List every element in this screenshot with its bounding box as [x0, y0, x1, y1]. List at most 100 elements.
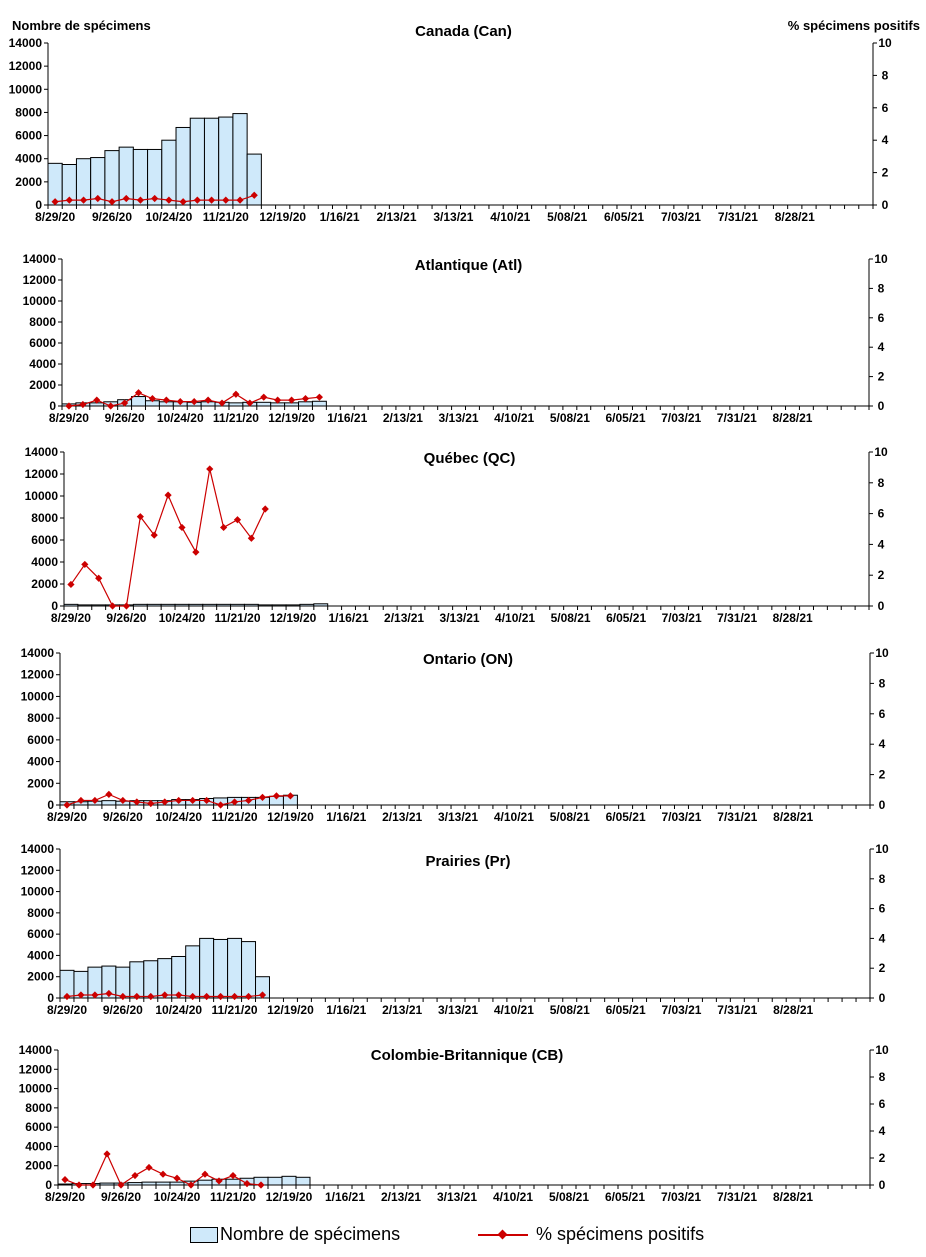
- percent-marker: [204, 396, 212, 404]
- percent-marker: [175, 991, 183, 999]
- percent-marker: [250, 191, 258, 199]
- x-tick-label: 3/13/21: [439, 411, 479, 425]
- x-tick-label: 8/28/21: [772, 411, 812, 425]
- left-tick-label: 2000: [31, 577, 58, 591]
- percent-marker: [93, 396, 101, 404]
- x-tick-label: 8/28/21: [773, 810, 813, 824]
- x-tick-label: 7/03/21: [661, 810, 701, 824]
- percent-marker: [65, 196, 73, 204]
- left-tick-label: 10000: [21, 689, 55, 703]
- x-tick-label: 7/31/21: [717, 810, 757, 824]
- percent-marker: [150, 531, 158, 539]
- bar: [175, 126, 191, 206]
- percent-marker: [165, 196, 173, 204]
- x-tick-label: 2/13/21: [384, 611, 424, 625]
- percent-marker: [94, 194, 102, 203]
- right-tick-label: 4: [878, 340, 885, 354]
- left-tick-label: 6000: [27, 927, 54, 941]
- x-tick-label: 11/21/20: [212, 810, 258, 824]
- right-tick-label: 2: [879, 768, 886, 782]
- left-tick-label: 10000: [19, 1082, 53, 1096]
- x-tick-label: 6/05/21: [606, 1003, 646, 1017]
- left-tick-label: 10000: [21, 885, 55, 899]
- bar: [295, 1176, 311, 1186]
- percent-marker: [107, 402, 115, 410]
- right-tick-label: 0: [878, 599, 885, 613]
- percent-marker: [222, 196, 230, 204]
- left-tick-label: 2000: [25, 1159, 52, 1173]
- x-tick-label: 8/29/20: [35, 210, 75, 224]
- x-tick-label: 6/05/21: [604, 210, 644, 224]
- x-tick-label: 4/10/21: [494, 810, 534, 824]
- left-tick-label: 10000: [9, 82, 43, 96]
- percent-marker: [274, 396, 282, 404]
- left-tick-label: 14000: [21, 646, 55, 660]
- x-tick-label: 7/31/21: [717, 1003, 757, 1017]
- percent-marker: [161, 798, 169, 806]
- percent-marker: [121, 399, 129, 407]
- right-tick-label: 2: [879, 961, 886, 975]
- left-tick-label: 14000: [9, 36, 43, 50]
- percent-marker: [261, 505, 269, 513]
- left-tick-label: 8000: [15, 105, 42, 119]
- x-tick-label: 4/10/21: [493, 1190, 533, 1204]
- percent-marker: [119, 992, 127, 1001]
- percent-marker: [232, 390, 240, 398]
- percent-marker: [105, 989, 113, 998]
- percent-marker: [77, 991, 85, 999]
- percent-marker: [217, 801, 225, 809]
- x-tick-label: 9/26/20: [92, 210, 132, 224]
- percent-marker: [193, 196, 201, 204]
- percent-marker: [247, 534, 255, 542]
- right-tick-label: 10: [874, 445, 888, 459]
- chart-title: Québec (QC): [424, 450, 516, 467]
- percent-marker: [122, 602, 131, 610]
- legend-item-line: % spécimens positifs: [478, 1224, 704, 1245]
- bar: [129, 961, 145, 999]
- bar: [143, 960, 159, 999]
- right-tick-label: 0: [879, 1178, 886, 1192]
- left-tick-label: 14000: [19, 1043, 53, 1057]
- chart-title: Colombie-Britannique (CB): [371, 1047, 564, 1064]
- bar: [104, 150, 120, 206]
- x-tick-label: 8/29/20: [47, 810, 87, 824]
- percent-marker: [187, 1181, 195, 1189]
- percent-marker: [122, 194, 130, 203]
- x-tick-label: 5/08/21: [547, 210, 587, 224]
- percent-marker: [176, 397, 184, 406]
- left-tick-label: 14000: [21, 842, 55, 856]
- left-tick-label: 10000: [23, 294, 57, 308]
- x-tick-label: 12/19/20: [259, 210, 306, 224]
- x-tick-label: 7/31/21: [718, 210, 758, 224]
- x-tick-label: 11/21/20: [203, 210, 249, 224]
- right-tick-label: 6: [878, 311, 885, 325]
- x-tick-label: 1/16/21: [326, 810, 366, 824]
- x-tick-label: 12/19/20: [266, 1190, 313, 1204]
- percent-marker: [189, 992, 197, 1001]
- left-tick-label: 2000: [27, 970, 54, 984]
- right-tick-label: 2: [882, 166, 889, 180]
- x-tick-label: 5/08/21: [550, 411, 590, 425]
- bar: [267, 1176, 283, 1186]
- right-tick-label: 4: [879, 931, 886, 945]
- percent-marker: [230, 798, 239, 806]
- x-tick-label: 7/03/21: [661, 210, 701, 224]
- x-tick-label: 10/24/20: [146, 210, 193, 224]
- percent-marker: [119, 796, 127, 805]
- bar: [218, 116, 234, 206]
- right-tick-label: 0: [878, 399, 885, 413]
- percent-marker: [218, 399, 226, 407]
- bar: [225, 1178, 241, 1186]
- percent-marker: [203, 992, 211, 1001]
- percent-marker: [220, 523, 228, 532]
- percent-marker: [192, 548, 200, 556]
- chart-panel-2: Québec (QC) 0 2000 4000 6000 8000 10000 12000 14…: [25, 445, 888, 625]
- x-tick-label: 12/19/20: [267, 1003, 314, 1017]
- left-tick-label: 4000: [27, 948, 54, 962]
- percent-marker: [105, 790, 113, 798]
- right-tick-label: 10: [875, 1043, 889, 1057]
- percent-marker: [79, 400, 87, 409]
- chart-panel-1: Atlantique (Atl) 0 2000 4000 6000 8000 10000 12…: [23, 252, 888, 425]
- bar: [281, 1175, 297, 1186]
- left-tick-label: 14000: [25, 445, 59, 459]
